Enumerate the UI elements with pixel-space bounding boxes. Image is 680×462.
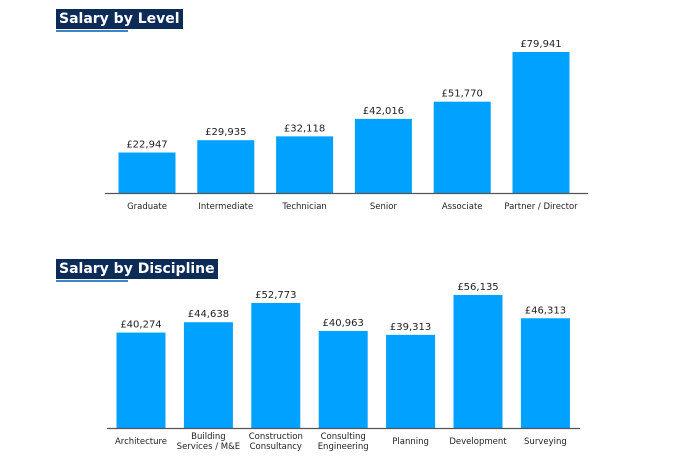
bar <box>386 334 436 428</box>
bar <box>116 332 166 428</box>
category-label: Consultancy <box>250 442 302 452</box>
value-label: £39,313 <box>390 322 431 333</box>
value-label: £22,947 <box>126 140 167 151</box>
category-label: Engineering <box>318 442 369 452</box>
value-label: £32,118 <box>284 123 325 134</box>
category-label: Surveying <box>524 437 567 447</box>
value-label: £46,313 <box>525 305 566 316</box>
bar <box>433 101 491 193</box>
category-label: Associate <box>442 202 483 212</box>
value-label: £56,135 <box>457 282 498 293</box>
title-underline <box>56 30 128 32</box>
bar <box>318 330 368 428</box>
value-label: £40,963 <box>323 318 364 329</box>
chart-title-discipline: Salary by Discipline <box>56 259 218 279</box>
title-underline <box>56 280 128 282</box>
category-label: Building <box>191 432 225 442</box>
bar <box>251 302 301 428</box>
value-label: £40,274 <box>120 320 161 331</box>
bar <box>453 295 503 428</box>
value-label: £29,935 <box>205 127 246 138</box>
category-label: Planning <box>392 437 429 447</box>
category-label: Senior <box>370 202 398 212</box>
chart-title-level: Salary by Level <box>56 9 183 29</box>
category-label: Consulting <box>321 432 366 442</box>
category-label: Construction <box>249 432 303 442</box>
category-label: Technician <box>281 202 326 212</box>
bar <box>183 322 233 428</box>
value-label: £52,773 <box>255 290 296 301</box>
bar <box>197 140 255 193</box>
bar <box>512 52 570 193</box>
bar <box>276 136 334 193</box>
category-label: Graduate <box>127 202 167 212</box>
value-label: £79,941 <box>520 39 561 50</box>
value-label: £44,638 <box>188 309 229 320</box>
category-label: Architecture <box>115 437 167 447</box>
value-label: £42,016 <box>363 106 404 117</box>
bar <box>118 152 176 193</box>
bar <box>354 118 412 193</box>
bar <box>520 318 570 428</box>
category-label: Partner / Director <box>504 202 578 212</box>
category-label: Intermediate <box>198 202 253 212</box>
value-label: £51,770 <box>442 89 483 100</box>
category-label: Services / M&E <box>177 442 240 452</box>
category-label: Development <box>449 437 507 447</box>
